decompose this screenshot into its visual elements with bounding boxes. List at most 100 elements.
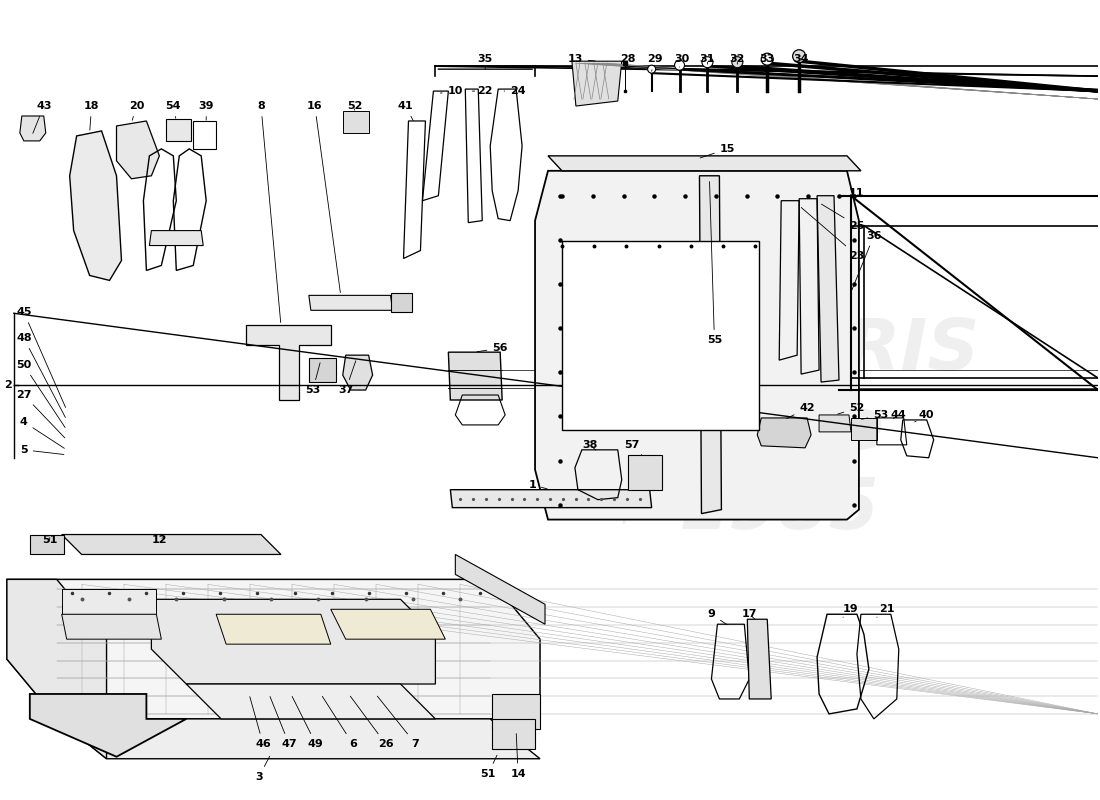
Text: 46: 46	[250, 697, 271, 749]
Text: 25: 25	[822, 204, 865, 230]
Text: 17: 17	[741, 610, 757, 619]
Text: 23: 23	[801, 207, 865, 261]
Circle shape	[648, 65, 656, 73]
Polygon shape	[562, 241, 759, 430]
Polygon shape	[309, 295, 393, 310]
Text: 52: 52	[838, 403, 865, 414]
Text: 51: 51	[42, 534, 57, 545]
Text: 6: 6	[322, 696, 356, 749]
Polygon shape	[62, 590, 156, 614]
Text: 16: 16	[307, 101, 340, 293]
Polygon shape	[30, 534, 64, 554]
Text: 22: 22	[472, 86, 493, 96]
Circle shape	[702, 57, 713, 68]
Polygon shape	[455, 554, 544, 624]
Polygon shape	[166, 119, 191, 141]
Text: 56: 56	[477, 343, 508, 353]
Polygon shape	[343, 111, 368, 133]
Polygon shape	[492, 719, 535, 749]
Text: 18: 18	[84, 101, 99, 130]
Text: 40: 40	[915, 410, 934, 422]
Text: 21: 21	[877, 604, 894, 618]
Polygon shape	[700, 176, 722, 514]
Text: 50: 50	[16, 360, 65, 427]
Polygon shape	[390, 294, 412, 312]
Polygon shape	[535, 170, 859, 519]
Text: 57: 57	[624, 440, 641, 455]
Polygon shape	[492, 694, 540, 729]
Text: 9: 9	[707, 610, 727, 625]
Text: 27: 27	[16, 390, 65, 438]
Text: 53: 53	[305, 363, 320, 395]
Text: 1: 1	[528, 480, 548, 490]
Text: 47: 47	[270, 697, 297, 749]
Polygon shape	[309, 358, 336, 382]
Polygon shape	[62, 534, 280, 554]
Text: 8: 8	[257, 101, 280, 322]
Polygon shape	[572, 61, 621, 106]
Text: 29: 29	[647, 54, 662, 71]
Text: 28: 28	[620, 54, 636, 64]
Polygon shape	[152, 599, 436, 684]
Text: FERRARIS
since
1985: FERRARIS since 1985	[579, 315, 979, 544]
Text: 12: 12	[152, 534, 167, 545]
Text: 53: 53	[861, 410, 889, 420]
Polygon shape	[7, 579, 540, 719]
Polygon shape	[548, 156, 861, 170]
Text: 7: 7	[377, 696, 419, 749]
Circle shape	[761, 54, 773, 65]
Text: 5: 5	[20, 445, 64, 455]
Polygon shape	[851, 418, 877, 440]
Circle shape	[793, 50, 805, 62]
Polygon shape	[449, 352, 503, 400]
Text: 43: 43	[33, 101, 52, 134]
Polygon shape	[62, 614, 162, 639]
Text: 37: 37	[338, 361, 355, 395]
Polygon shape	[628, 455, 661, 490]
Text: 31: 31	[700, 54, 715, 64]
Text: 34: 34	[793, 54, 808, 64]
Text: 14: 14	[510, 734, 526, 778]
Polygon shape	[747, 619, 771, 699]
Text: 4: 4	[20, 417, 65, 448]
Polygon shape	[817, 196, 839, 382]
Polygon shape	[69, 131, 121, 281]
Text: 10: 10	[440, 86, 463, 96]
Text: 52: 52	[346, 101, 362, 111]
Polygon shape	[246, 326, 331, 400]
Polygon shape	[820, 415, 851, 432]
Circle shape	[674, 60, 684, 70]
Polygon shape	[117, 121, 160, 178]
Text: 2: 2	[4, 380, 12, 390]
Polygon shape	[20, 116, 46, 141]
Text: 48: 48	[16, 334, 65, 418]
Text: 15: 15	[700, 144, 735, 158]
Text: 54: 54	[166, 101, 182, 118]
Circle shape	[732, 57, 742, 68]
Text: 45: 45	[16, 307, 66, 407]
Text: 55: 55	[707, 182, 722, 346]
Text: a part: a part	[594, 495, 685, 524]
Polygon shape	[331, 610, 446, 639]
Text: 11: 11	[838, 188, 865, 198]
Polygon shape	[30, 694, 186, 757]
Polygon shape	[186, 684, 436, 719]
Text: 44: 44	[891, 410, 906, 420]
Polygon shape	[150, 230, 204, 246]
Text: 42: 42	[786, 403, 815, 418]
Text: 49: 49	[293, 697, 323, 749]
Text: 20: 20	[129, 101, 144, 120]
Text: 24: 24	[504, 86, 526, 96]
Text: 26: 26	[351, 696, 394, 749]
Text: 3: 3	[255, 756, 270, 782]
Polygon shape	[450, 490, 651, 508]
Polygon shape	[343, 355, 373, 390]
Text: 51: 51	[481, 755, 497, 778]
Polygon shape	[217, 614, 331, 644]
Text: 13: 13	[568, 54, 595, 64]
Text: 39: 39	[198, 101, 213, 120]
Text: 38: 38	[582, 440, 597, 450]
Text: 33: 33	[760, 54, 774, 64]
Polygon shape	[57, 719, 540, 758]
Polygon shape	[7, 579, 107, 758]
